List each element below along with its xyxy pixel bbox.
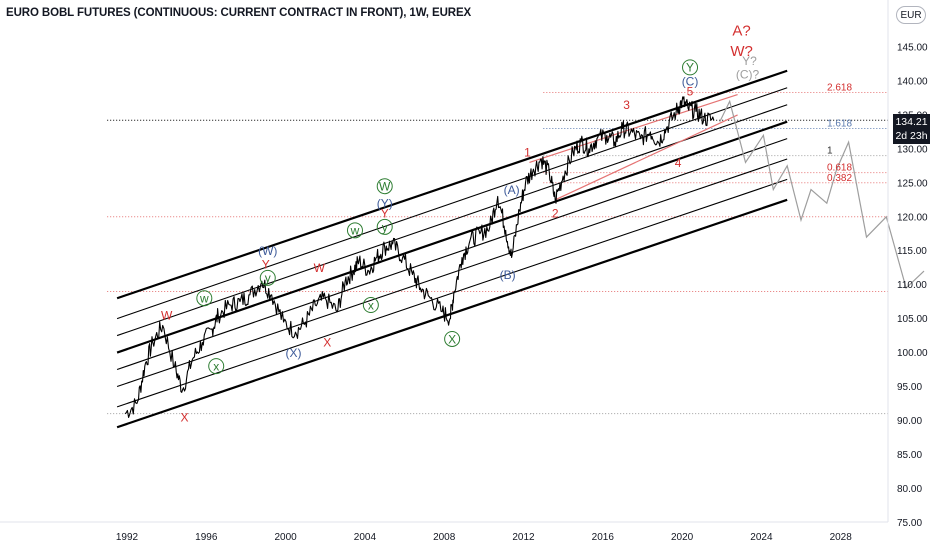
y-tick-label: 85.00 — [897, 450, 922, 461]
wave-label: W — [161, 309, 173, 323]
wave-label: 1 — [524, 146, 531, 160]
wave-label: (C)? — [736, 67, 760, 81]
channel-line — [116, 198, 788, 429]
price-series — [124, 96, 715, 418]
y-tick-label: 140.00 — [897, 76, 928, 87]
y-tick-label: 110.00 — [897, 280, 927, 291]
last-price-value: 134.21 — [895, 116, 928, 128]
wave-label: W — [314, 261, 326, 275]
y-tick-label: 120.00 — [897, 212, 928, 223]
time-axis[interactable]: 1992 1996 2000 2004 2008 2012 2016 2020 2024 2028 — [116, 532, 852, 543]
channel-line — [116, 178, 788, 408]
x-tick-label: 2000 — [274, 532, 297, 543]
wave-circle — [196, 290, 213, 307]
wave-label: x — [213, 359, 219, 373]
x-tick-label: 2012 — [512, 532, 535, 543]
x-tick-label: 2004 — [354, 532, 377, 543]
x-tick-label: 2028 — [830, 532, 853, 543]
wave-label: Y — [381, 207, 389, 221]
fib-label: 1 — [827, 146, 833, 157]
channel-line — [116, 158, 788, 388]
fib-label: 1.618 — [827, 118, 852, 129]
channel-line — [116, 69, 788, 300]
wave-label: w — [350, 224, 360, 238]
projection-path — [719, 99, 925, 290]
y-tick-label: 105.00 — [897, 314, 928, 325]
wave-label: x — [368, 298, 374, 312]
wave-label: X — [448, 332, 456, 346]
wave-circle — [346, 222, 363, 239]
y-tick-label: 115.00 — [897, 246, 927, 257]
wave-label: A? — [732, 22, 750, 39]
y-tick-label: 125.00 — [897, 178, 928, 189]
wave-label: y — [265, 271, 271, 285]
parallel-channel — [116, 69, 788, 429]
channel-line — [116, 138, 788, 371]
wave-label: W — [379, 180, 391, 194]
channel-line — [116, 87, 788, 320]
wave-label: X — [323, 336, 331, 350]
x-tick-label: 1992 — [116, 532, 139, 543]
y-tick-label: 100.00 — [897, 348, 928, 359]
x-tick-label: 2020 — [671, 532, 694, 543]
wave-circle — [376, 218, 393, 235]
wave-label: Y? — [742, 54, 757, 68]
y-tick-label: 130.00 — [897, 144, 928, 155]
horizontal-levels — [107, 91, 888, 415]
projection-line — [719, 99, 925, 290]
y-tick-label: 95.00 — [897, 382, 922, 393]
x-tick-label: 2024 — [750, 532, 773, 543]
wave-label: (C) — [682, 74, 699, 88]
fib-label: 0.382 — [827, 173, 852, 184]
wave-circle — [376, 178, 393, 195]
wave-label: w — [199, 292, 209, 306]
wave-label: 5 — [687, 84, 694, 98]
y-tick-label: 145.00 — [897, 43, 928, 54]
wave-label: (A) — [504, 183, 520, 197]
wave-label: Y — [686, 61, 694, 75]
wave-circle — [362, 297, 379, 314]
wave-circle — [208, 358, 225, 375]
last-price-tag: 134.21 2d 23h — [893, 114, 930, 144]
bar-countdown: 2d 23h — [895, 130, 928, 142]
wave-circle — [682, 59, 699, 76]
x-tick-label: 2016 — [592, 532, 615, 543]
wave-label: 4 — [675, 156, 682, 170]
y-tick-label: 75.00 — [897, 518, 922, 529]
wave-circle — [259, 269, 276, 286]
wave-label: (Y) — [377, 196, 393, 210]
currency-badge[interactable]: EUR — [896, 6, 926, 24]
wave-circle — [444, 330, 461, 347]
price-line — [124, 96, 715, 418]
wave-label: 3 — [623, 98, 630, 112]
wave-label: (B) — [500, 268, 516, 282]
wave-label: X — [180, 410, 188, 424]
fib-label: 2.618 — [827, 82, 852, 93]
wave-label: 2 — [552, 207, 559, 221]
x-tick-label: 1996 — [195, 532, 218, 543]
chart-title: EURO BOBL FUTURES (CONTINUOUS: CURRENT C… — [6, 7, 472, 19]
wave-label: y — [382, 220, 388, 234]
x-tick-label: 2008 — [433, 532, 456, 543]
y-tick-label: 90.00 — [897, 416, 922, 427]
y-tick-label: 80.00 — [897, 484, 922, 495]
wave-label: W? — [730, 43, 753, 60]
fib-label: 0.618 — [827, 163, 852, 174]
wedge-line — [554, 114, 738, 201]
wave-label: (X) — [286, 346, 302, 360]
wave-label: (W) — [258, 244, 277, 258]
wave-label: Y — [262, 258, 270, 272]
channel-line — [116, 120, 788, 354]
